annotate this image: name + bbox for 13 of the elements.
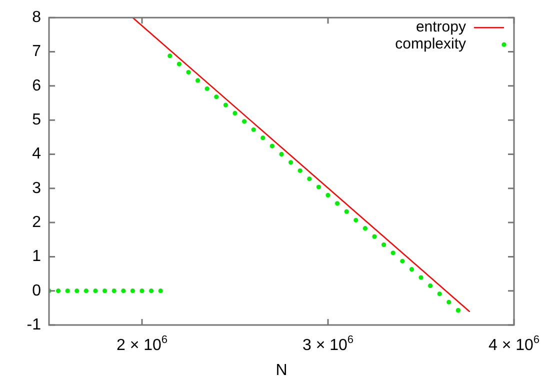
legend-label: complexity (395, 36, 466, 53)
y-tick-label: 4 (32, 146, 42, 163)
y-tick-label: 5 (32, 111, 42, 128)
y-tick-label: 8 (32, 9, 42, 26)
y-tick-label: 2 (32, 214, 42, 231)
y-tick-label: 0 (32, 282, 42, 300)
y-tick-label: -1 (26, 316, 42, 334)
y-tick-label: 3 (32, 180, 42, 197)
y-tick-label: 1 (32, 248, 42, 266)
y-tick-label: 6 (32, 77, 42, 94)
y-tick-label: 7 (32, 43, 42, 60)
x-axis-title: N (276, 362, 288, 379)
legend-label: entropy (416, 18, 466, 36)
